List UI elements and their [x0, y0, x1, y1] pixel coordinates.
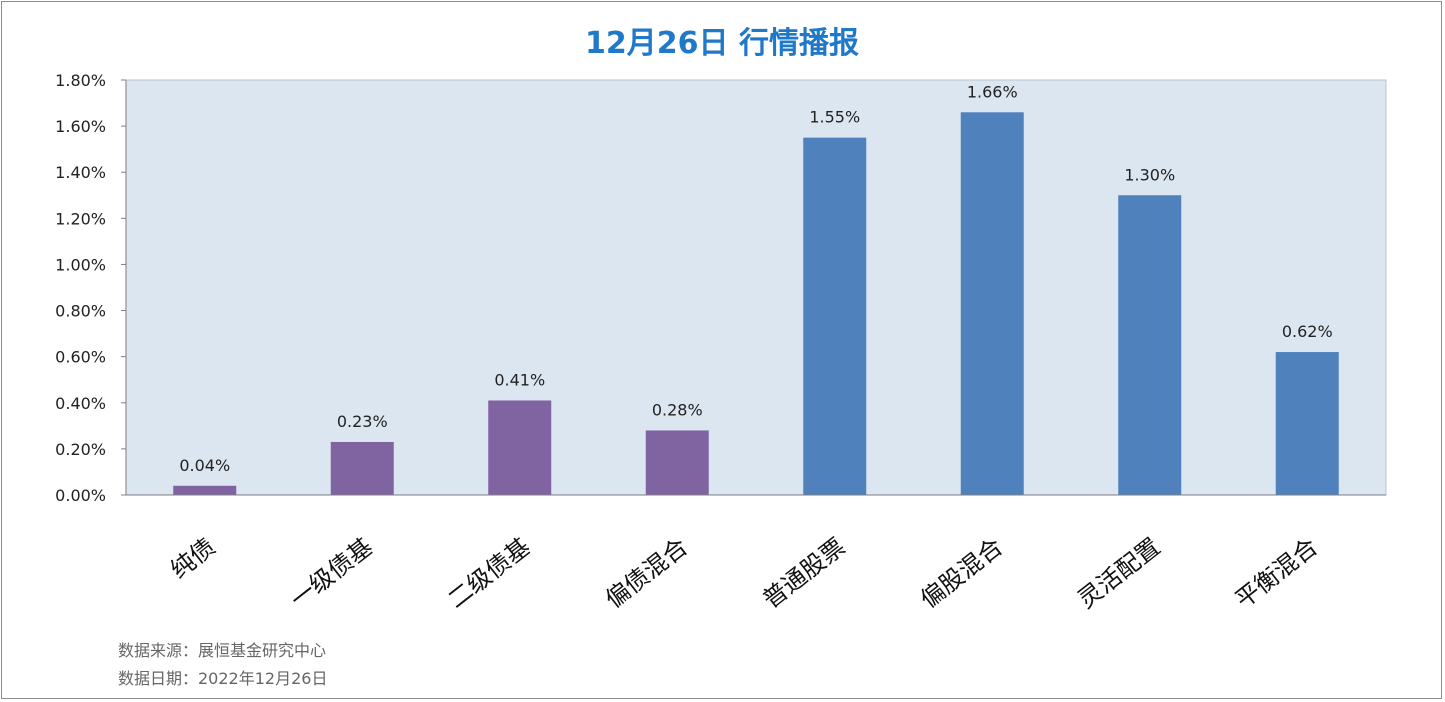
source-note: 数据来源：展恒基金研究中心 — [118, 641, 326, 660]
data-label: 1.30% — [1124, 165, 1175, 184]
category-label: 一级债基 — [285, 533, 378, 614]
category-label: 二级债基 — [443, 533, 536, 614]
x-axis: 纯债 一级债基 二级债基 偏债混合 普通股票 偏股混合 灵活配置 平衡混合 — [126, 494, 1386, 614]
data-label: 0.62% — [1282, 322, 1333, 341]
data-label: 0.04% — [179, 456, 230, 475]
y-tick-label: 0.80% — [55, 302, 106, 321]
data-label: 0.23% — [337, 412, 388, 431]
data-label: 1.55% — [809, 108, 860, 127]
y-tick-label: 1.80% — [55, 71, 106, 90]
plot-area — [125, 79, 1387, 496]
y-axis: 0.00% 0.20% 0.40% 0.60% 0.80% 1.00% 1.20% 1.40%… — [55, 71, 127, 505]
bar — [960, 112, 1024, 496]
category-label: 纯债 — [165, 533, 220, 585]
date-note: 数据日期：2022年12月26日 — [118, 669, 327, 688]
category-label: 偏股混合 — [915, 533, 1008, 614]
y-tick-label: 1.00% — [55, 255, 106, 274]
chart-title: 12月26日 行情播报 — [585, 26, 859, 61]
data-label: 1.66% — [967, 82, 1018, 101]
category-label: 平衡混合 — [1230, 533, 1323, 614]
category-label: 普通股票 — [758, 533, 851, 614]
data-label: 0.28% — [652, 400, 703, 419]
bar — [803, 137, 867, 495]
y-tick-label: 0.20% — [55, 440, 106, 459]
y-tick-label: 0.60% — [55, 348, 106, 367]
category-label: 灵活配置 — [1073, 533, 1166, 614]
bar — [645, 430, 709, 495]
bar — [488, 400, 552, 495]
bar — [330, 441, 394, 495]
bar — [1275, 352, 1339, 495]
bars-group: 0.04% 0.23% 0.41% 0.28% 1.55% 1.66% 1.30% 0.62% — [173, 82, 1339, 496]
y-tick-label: 1.40% — [55, 163, 106, 182]
category-label: 偏债混合 — [600, 533, 693, 614]
y-tick-label: 0.40% — [55, 394, 106, 413]
y-tick-label: 1.60% — [55, 117, 106, 136]
y-tick-label: 1.20% — [55, 209, 106, 228]
bar — [173, 485, 237, 495]
y-tick-label: 0.00% — [55, 486, 106, 505]
bar — [1118, 195, 1182, 495]
data-label: 0.41% — [494, 370, 545, 389]
